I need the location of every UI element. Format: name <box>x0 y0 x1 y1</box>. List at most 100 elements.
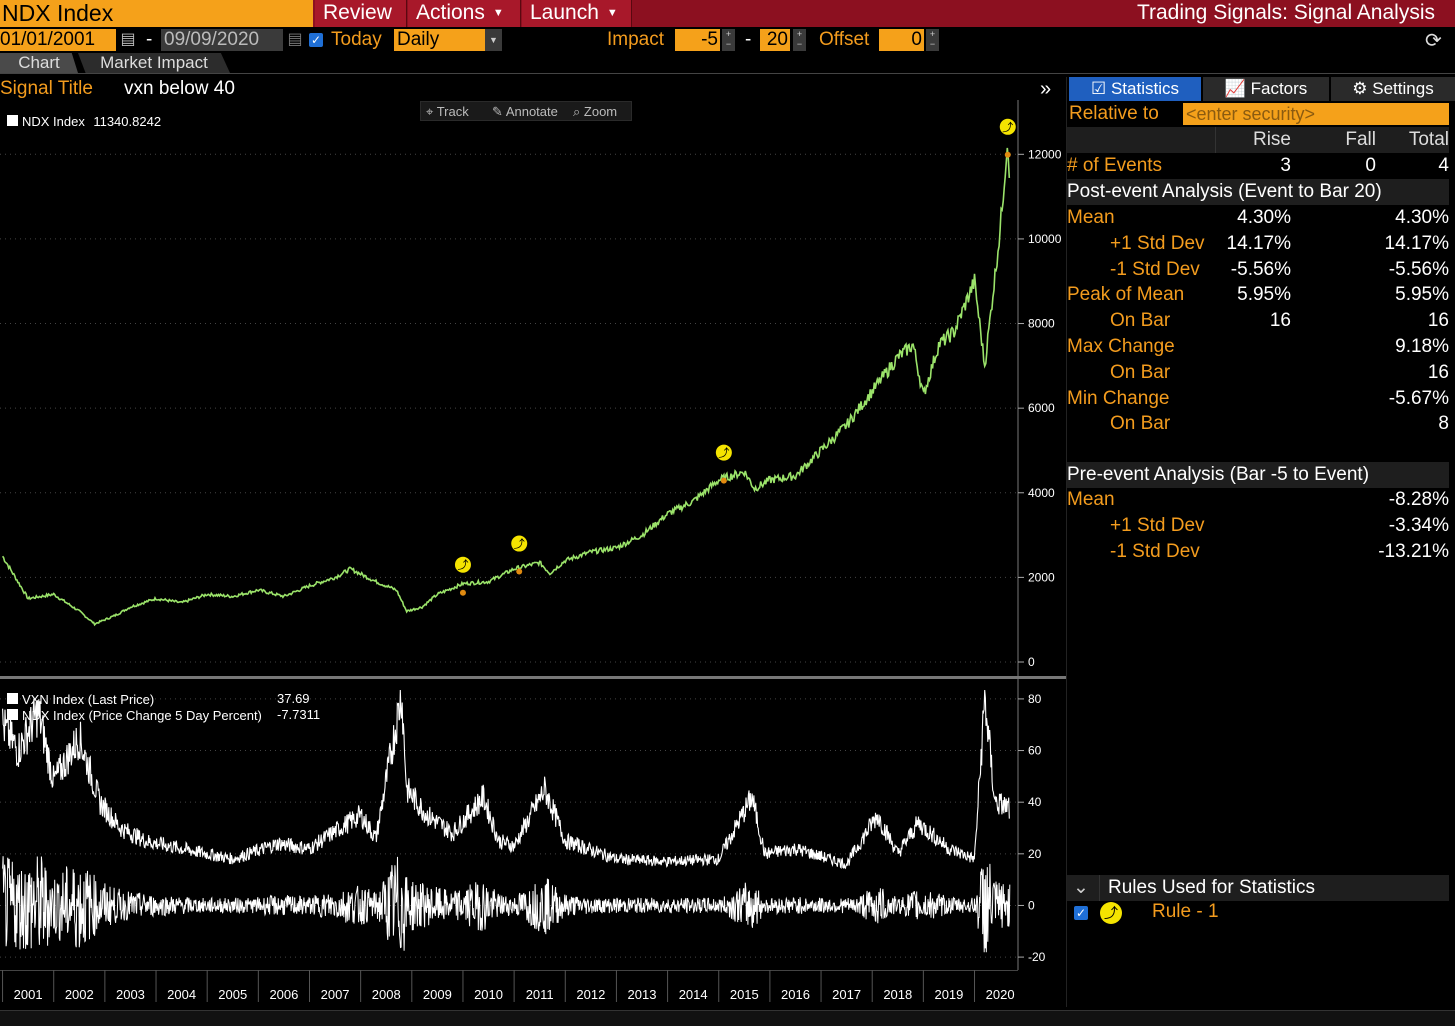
review-menu-label: Review <box>323 1 392 24</box>
end-date-input[interactable]: 09/09/2020 <box>161 29 283 51</box>
gear-icon: ⚙ <box>1352 79 1368 98</box>
x-tick-label: 2003 <box>116 987 145 1002</box>
today-label: Today <box>331 29 382 50</box>
calendar-icon[interactable]: ▤ <box>120 31 136 48</box>
pre-stat-row: -1 Std Dev -13.21% <box>1067 539 1449 565</box>
impact-from-stepper[interactable]: + − <box>722 29 735 51</box>
events-label: # of Events <box>1067 155 1163 176</box>
x-tick-label: 2010 <box>474 987 503 1002</box>
event-point <box>1004 151 1011 158</box>
x-tick-label: 2019 <box>934 987 963 1002</box>
stat-total: -5.67% <box>1388 387 1449 409</box>
y-tick-label: 60 <box>1028 744 1042 758</box>
collapse-panel-icon[interactable]: » <box>1040 78 1052 100</box>
tab-statistics[interactable]: ☑ Statistics <box>1069 77 1201 101</box>
stats-header-row: Rise Fall Total <box>1067 127 1449 153</box>
price-chart[interactable]: 12000 10000 8000 6000 4000 2000 0 ⤴ ⤴ ⤴ ⤴ <box>0 100 1066 680</box>
zoom-button[interactable]: ⌕ Zoom <box>573 104 617 120</box>
dropdown-arrow-icon[interactable]: ▼ <box>485 29 502 51</box>
col-fall-header: Fall <box>1345 129 1376 150</box>
today-checkbox[interactable]: ✓ <box>309 33 323 47</box>
y-tick-label: 8000 <box>1028 317 1055 331</box>
x-tick-label: 2005 <box>218 987 247 1002</box>
relative-to-input[interactable]: <enter security> <box>1183 103 1449 125</box>
offset-label: Offset <box>819 29 870 50</box>
col-total-header: Total <box>1408 129 1449 150</box>
rules-title: Rules Used for Statistics <box>1108 877 1315 898</box>
post-stat-row: Min Change -5.67% <box>1067 386 1449 412</box>
stat-rise: 4.30% <box>1237 207 1291 228</box>
event-marker <box>999 118 1016 135</box>
legend-swatch <box>7 693 18 704</box>
offset-stepper[interactable]: + − <box>926 29 939 51</box>
rule-checkbox[interactable]: ✓ <box>1074 906 1088 920</box>
impact-label: Impact <box>607 29 665 50</box>
stat-label: Max Change <box>1067 336 1175 357</box>
calendar-icon[interactable]: ▤ <box>287 31 303 48</box>
tab-chart[interactable]: Chart <box>0 53 78 73</box>
frequency-select[interactable]: Daily <box>394 29 485 51</box>
review-menu[interactable]: Review <box>315 0 407 27</box>
track-label: Track <box>436 104 469 119</box>
x-tick-label: 2011 <box>526 987 554 1002</box>
launch-menu[interactable]: Launch ▼ <box>522 0 632 27</box>
price-legend: NDX Index 11340.8242 <box>0 111 162 131</box>
x-tick-label: 2013 <box>628 987 657 1002</box>
pre-stat-row: +1 Std Dev -3.34% <box>1067 513 1449 539</box>
post-stat-row: +1 Std Dev 14.17% 14.17% <box>1067 231 1449 257</box>
event-point <box>516 568 523 575</box>
signal-title-label: Signal Title <box>0 78 93 99</box>
caret-down-icon: ▼ <box>606 7 618 19</box>
stat-total: 8 <box>1438 413 1449 435</box>
track-button[interactable]: ⌖ Track <box>426 104 469 120</box>
rule-label[interactable]: Rule - 1 <box>1152 901 1219 922</box>
post-event-title: Post-event Analysis (Event to Bar 20) <box>1067 181 1382 202</box>
event-point <box>459 589 466 596</box>
actions-menu[interactable]: Actions ▼ <box>408 0 521 27</box>
chart-toolbar <box>420 101 632 121</box>
magnifier-icon: ⌕ <box>573 104 581 119</box>
x-tick-label: 2020 <box>986 987 1015 1002</box>
legend-series-name: NDX Index (Price Change 5 Day Percent) <box>22 708 262 723</box>
impact-to-stepper[interactable]: + − <box>793 29 806 51</box>
x-tick-label: 2007 <box>321 987 350 1002</box>
pre-event-title: Pre-event Analysis (Bar -5 to Event) <box>1067 464 1370 485</box>
stat-label: -1 Std Dev <box>1110 258 1200 280</box>
stat-rise: 16 <box>1269 310 1291 332</box>
stat-total: 5.95% <box>1395 284 1449 306</box>
stat-total: 16 <box>1427 310 1449 332</box>
legend-series-name: NDX Index <box>22 114 85 129</box>
x-tick-label: 2016 <box>781 987 810 1002</box>
tab-settings[interactable]: ⚙ Settings <box>1331 77 1455 101</box>
stat-total: 4.30% <box>1395 207 1449 228</box>
x-tick-label: 2002 <box>65 987 94 1002</box>
signal-marker-icon: ⤴ <box>1100 902 1122 924</box>
stat-total: -13.21% <box>1378 541 1449 562</box>
offset-input[interactable]: 0 <box>879 29 924 51</box>
stat-rise: 14.17% <box>1226 232 1291 254</box>
tab-divider <box>0 73 1455 74</box>
pencil-icon: ✎ <box>492 104 503 119</box>
post-event-header: Post-event Analysis (Event to Bar 20) <box>1067 179 1449 205</box>
stat-label: Peak of Mean <box>1067 284 1185 306</box>
start-date-input[interactable]: 01/01/2001 <box>0 29 116 51</box>
refresh-icon[interactable]: ⟳ <box>1425 30 1442 52</box>
y-tick-label: 2000 <box>1028 570 1055 584</box>
tab-factors[interactable]: 📈 Factors <box>1203 77 1329 101</box>
annotate-button[interactable]: ✎ Annotate <box>492 104 558 120</box>
event-marker-glyph: ⤴ <box>457 558 468 572</box>
events-fall: 0 <box>1365 155 1376 176</box>
chevron-down-icon[interactable]: ⌄ <box>1073 877 1089 898</box>
rules-header: ⌄ Rules Used for Statistics <box>1067 875 1449 901</box>
status-bar <box>0 1010 1455 1026</box>
ticker-field[interactable]: NDX Index <box>0 0 313 27</box>
pre-stat-row: Mean -8.28% <box>1067 487 1449 513</box>
indicator-chart[interactable]: 80 60 40 20 0 -20 <box>0 680 1066 970</box>
chart-splitter[interactable] <box>0 676 1066 679</box>
impact-from-input[interactable]: -5 <box>675 29 720 51</box>
tab-market-impact[interactable]: Market Impact <box>78 53 230 73</box>
impact-to-input[interactable]: 20 <box>760 29 790 51</box>
event-point <box>720 477 727 484</box>
actions-menu-label: Actions <box>416 1 485 24</box>
tab-settings-label: Settings <box>1372 79 1434 98</box>
